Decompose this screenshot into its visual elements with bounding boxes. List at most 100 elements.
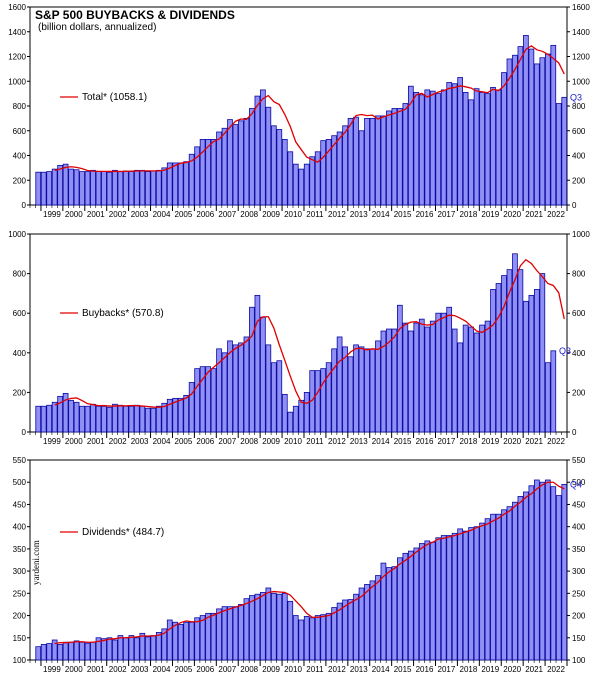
buybacks-ytick-label-right: 200	[572, 388, 586, 397]
buybacks-xtick-label: 2016	[416, 437, 434, 446]
total-xtick-label: 2017	[438, 210, 456, 219]
dividends-bar	[117, 635, 124, 661]
buybacks-bar	[210, 368, 217, 433]
buybacks-bar	[128, 405, 135, 433]
dividends-bar	[84, 642, 91, 661]
dividends-bar	[331, 607, 337, 661]
dividends-bar	[216, 608, 222, 661]
total-bar	[386, 110, 392, 206]
total-bar	[254, 95, 261, 206]
total-ytick-label-left: 0	[22, 201, 27, 210]
dividends-bar	[506, 506, 513, 661]
buybacks-ytick-label-right: 1000	[572, 230, 590, 239]
total-bar	[155, 169, 162, 206]
dividends-bar	[243, 598, 250, 661]
total-bar	[402, 103, 409, 206]
dividends-bar	[544, 479, 551, 661]
dividends-bar	[144, 636, 151, 661]
buybacks-bar	[418, 318, 425, 433]
buybacks-xtick-label: 2007	[218, 437, 236, 446]
buybacks-bar	[413, 322, 420, 433]
total-bar	[101, 171, 107, 206]
buybacks-ytick-label-right: 600	[572, 309, 586, 318]
total-bar	[227, 119, 233, 206]
buybacks-bar	[380, 330, 387, 433]
dividends-bar	[435, 537, 442, 661]
buybacks-bar	[534, 289, 540, 433]
total-xtick-label: 2015	[394, 210, 412, 219]
total-xtick-label: 2019	[481, 210, 499, 219]
buybacks-bar	[391, 328, 398, 433]
dividends-bar	[227, 606, 233, 661]
total-bar	[391, 108, 398, 206]
dividends-bar	[473, 526, 480, 661]
buybacks-ytick-label-right: 400	[572, 349, 586, 358]
dividends-bar	[512, 501, 518, 661]
total-bar	[128, 171, 135, 206]
dividends-bar	[479, 522, 485, 661]
total-bar	[232, 124, 239, 206]
dividends-bar	[386, 567, 392, 661]
total-ytick-label-right: 1000	[572, 77, 590, 86]
buybacks-bar	[484, 320, 491, 433]
dividends-bar	[210, 612, 217, 661]
buybacks-xtick-label: 2022	[547, 437, 565, 446]
buybacks-bar	[397, 304, 403, 433]
buybacks-bar	[462, 324, 469, 433]
buybacks-bar	[320, 368, 327, 433]
buybacks-bar	[501, 275, 507, 433]
buybacks-bar	[429, 320, 436, 433]
total-bar	[79, 171, 85, 206]
buybacks-xtick-label: 2014	[372, 437, 390, 446]
dividends-ytick-label-left: 100	[13, 656, 27, 665]
total-ytick-label-left: 600	[13, 127, 27, 136]
total-ytick-label-right: 400	[572, 152, 586, 161]
total-bar	[342, 125, 348, 206]
buybacks-xtick-label: 2009	[262, 437, 280, 446]
buybacks-bar	[95, 405, 102, 433]
buybacks-bar	[51, 401, 58, 433]
dividends-bars	[35, 479, 568, 661]
total-bar	[221, 127, 228, 206]
total-bar	[397, 108, 403, 206]
total-bar	[429, 90, 436, 206]
dividends-bar	[260, 592, 266, 661]
total-ytick-label-right: 0	[572, 201, 577, 210]
buybacks-xtick-label: 2017	[438, 437, 456, 446]
dividends-bar	[101, 638, 107, 661]
buybacks-q-label: Q3	[559, 346, 571, 356]
total-ytick-label-left: 200	[13, 176, 27, 185]
total-bar	[451, 83, 458, 206]
total-ytick-label-left: 1000	[8, 77, 26, 86]
dividends-ytick-label-left: 300	[13, 567, 27, 576]
dividends-bar	[205, 612, 211, 661]
buybacks-xtick-label: 2002	[109, 437, 127, 446]
dividends-ytick-label-right: 150	[572, 634, 586, 643]
dividends-ytick-label-right: 100	[572, 656, 586, 665]
dividends-bar	[424, 540, 431, 661]
dividends-bar	[287, 600, 294, 661]
dividends-bar	[309, 617, 316, 661]
buybacks-xtick-label: 2013	[350, 437, 368, 446]
buybacks-bar	[276, 360, 283, 433]
dividends-bar	[51, 639, 58, 661]
total-bar	[188, 153, 195, 206]
dividends-xtick-label: 2008	[240, 665, 258, 674]
total-bar	[506, 58, 513, 206]
total-bar	[238, 120, 244, 206]
dividends-bar	[418, 543, 425, 661]
total-ytick-label-right: 600	[572, 127, 586, 136]
buybacks-bar	[62, 392, 69, 433]
buybacks-bar	[375, 340, 381, 433]
buybacks-bar	[435, 312, 442, 433]
dividends-bar	[320, 614, 327, 661]
dividends-xtick-label: 2005	[175, 665, 193, 674]
total-bar	[561, 96, 568, 206]
buybacks-bar	[205, 366, 211, 433]
dividends-xtick-label: 2021	[525, 665, 543, 674]
buybacks-bar	[457, 342, 463, 433]
dividends-bar	[391, 566, 398, 661]
buybacks-bar	[468, 326, 474, 433]
total-bar	[90, 169, 96, 206]
dividends-legend-label: Dividends* (484.7)	[82, 527, 164, 538]
